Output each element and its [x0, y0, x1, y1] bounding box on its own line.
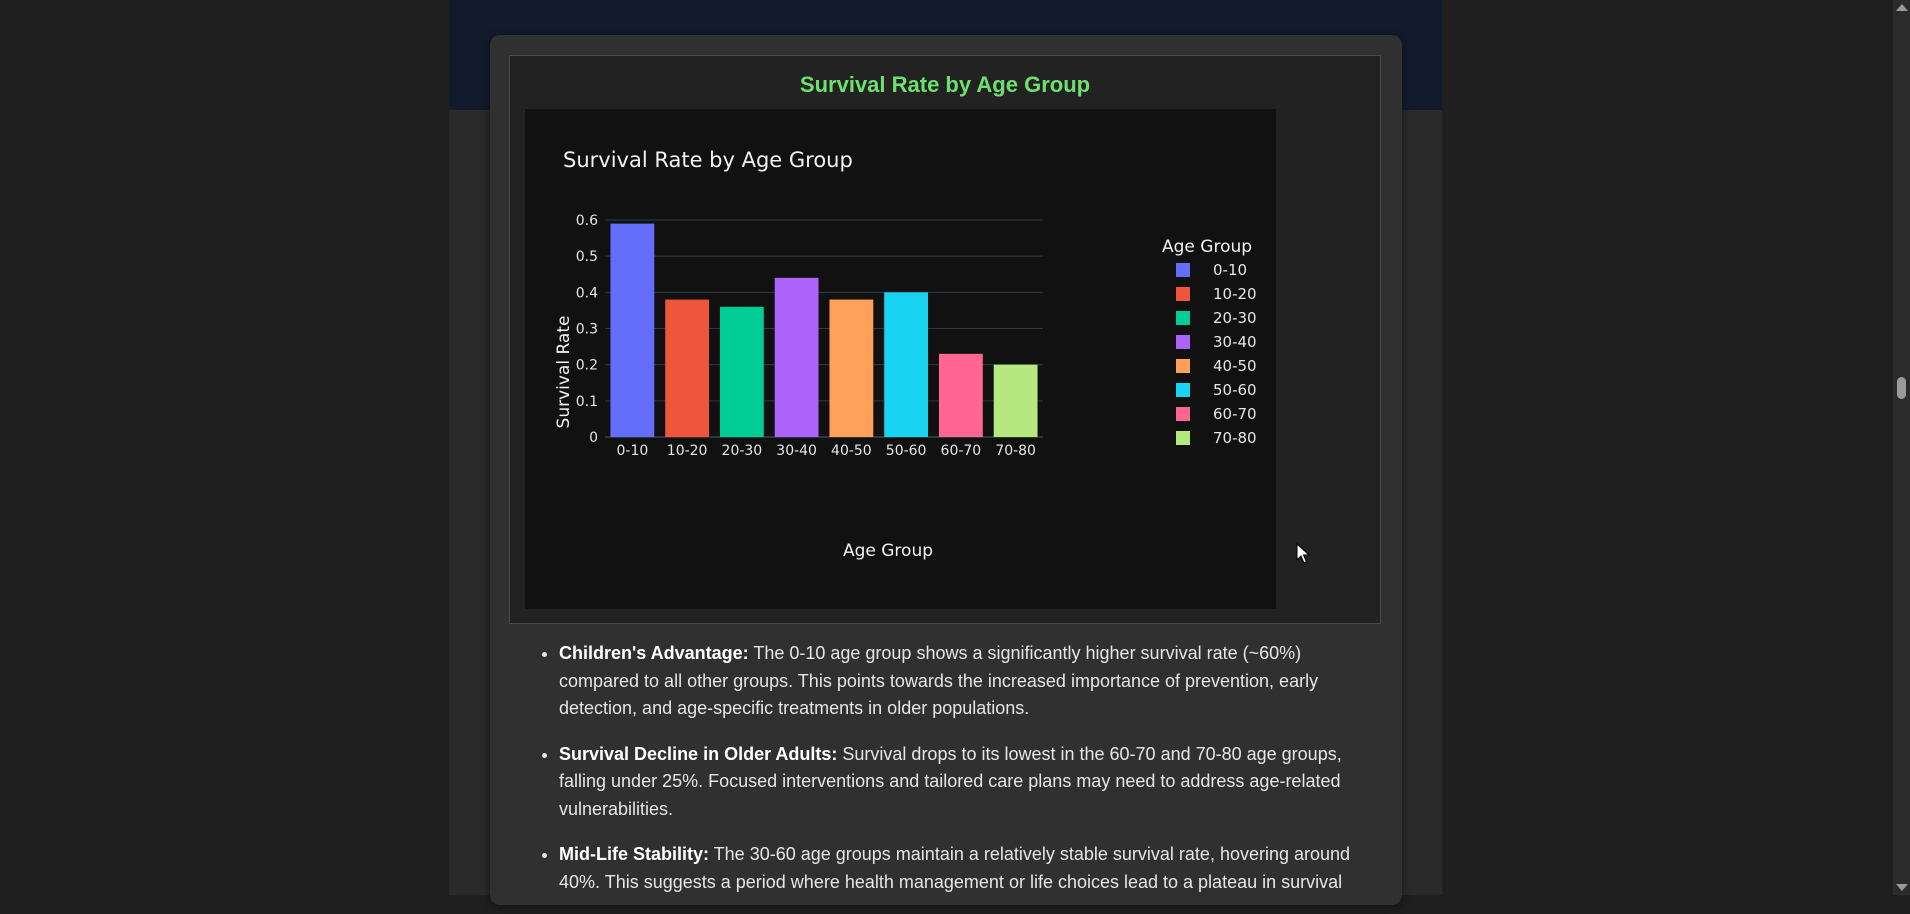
- legend-swatch[interactable]: [1176, 335, 1190, 349]
- scrollbar[interactable]: [1893, 0, 1910, 895]
- legend-item-label[interactable]: 60-70: [1213, 405, 1257, 423]
- insight-title: Mid-Life Stability:: [559, 844, 709, 864]
- x-axis-ticks: 0-10 10-20 20-30 30-40 40-50 50-60 60-70 70-80: [616, 443, 1035, 459]
- bars[interactable]: [610, 223, 1038, 437]
- y-axis-ticks: 0 0.1 0.2 0.3 0.4 0.5 0.6: [576, 213, 598, 446]
- x-tick-label: 50-60: [886, 443, 927, 459]
- bar-20-30[interactable]: [719, 306, 764, 437]
- legend-swatch[interactable]: [1176, 287, 1190, 301]
- bar-50-60[interactable]: [884, 292, 929, 437]
- x-tick-label: 0-10: [616, 443, 648, 459]
- legend-swatch[interactable]: [1176, 431, 1190, 445]
- legend-item-label[interactable]: 40-50: [1213, 357, 1257, 375]
- legend-swatch[interactable]: [1176, 311, 1190, 325]
- y-tick-label: 0.6: [576, 213, 598, 229]
- legend-item-label[interactable]: 20-30: [1213, 309, 1257, 327]
- scroll-up-arrow-icon[interactable]: [1896, 4, 1908, 11]
- bar-60-70[interactable]: [938, 353, 983, 437]
- legend-swatch[interactable]: [1176, 359, 1190, 373]
- bar-40-50[interactable]: [829, 299, 874, 437]
- insight-title: Survival Decline in Older Adults:: [559, 743, 838, 764]
- x-tick-label: 30-40: [776, 443, 817, 459]
- legend-item-label[interactable]: 10-20: [1213, 285, 1257, 303]
- chart-title: Survival Rate by Age Group: [563, 148, 853, 172]
- x-tick-label: 60-70: [941, 443, 982, 459]
- scroll-down-arrow-icon[interactable]: [1896, 884, 1908, 891]
- bar-30-40[interactable]: [774, 277, 819, 437]
- bar-10-20[interactable]: [665, 299, 710, 437]
- insight-item: Survival Decline in Older Adults: Surviv…: [559, 741, 1384, 824]
- x-tick-label: 20-30: [722, 443, 763, 459]
- x-axis-label: Age Group: [843, 541, 933, 561]
- y-tick-label: 0.4: [576, 285, 598, 301]
- y-axis-label: Survival Rate: [554, 316, 574, 429]
- insight-item: Mid-Life Stability: The 30-60 age groups…: [559, 841, 1384, 896]
- bar-0-10[interactable]: [610, 223, 655, 437]
- legend-title: Age Group: [1162, 237, 1252, 257]
- x-tick-label: 10-20: [667, 443, 708, 459]
- legend-swatch[interactable]: [1176, 383, 1190, 397]
- x-tick-label: 40-50: [831, 443, 872, 459]
- y-tick-label: 0.2: [576, 358, 598, 374]
- chart-panel: Survival Rate by Age Group Survival Rate…: [509, 55, 1381, 624]
- plot-area[interactable]: Survival Rate by Age Group 0 0.1 0.2 0.3 0.4…: [525, 109, 1276, 609]
- insights-list: Children's Advantage: The 0-10 age group…: [535, 640, 1384, 914]
- legend-item-label[interactable]: 30-40: [1213, 333, 1257, 351]
- legend-swatch[interactable]: [1176, 263, 1190, 277]
- insight-title: Children's Advantage:: [559, 643, 749, 663]
- y-tick-label: 0: [589, 430, 598, 446]
- legend-item-label[interactable]: 0-10: [1213, 261, 1247, 279]
- bar-chart[interactable]: Survival Rate by Age Group 0 0.1 0.2 0.3 0.4…: [525, 109, 1276, 609]
- mouse-cursor-icon: [1296, 543, 1310, 564]
- legend-swatch[interactable]: [1176, 407, 1190, 421]
- scroll-thumb[interactable]: [1897, 377, 1906, 399]
- x-tick-label: 70-80: [995, 443, 1036, 459]
- bar-70-80[interactable]: [993, 364, 1038, 437]
- legend[interactable]: Age Group 0-10 10-20 20-30 30-40 40-50 50-60 6…: [1162, 237, 1257, 447]
- y-tick-label: 0.3: [576, 322, 598, 338]
- y-tick-label: 0.5: [576, 249, 598, 265]
- legend-item-label[interactable]: 50-60: [1213, 381, 1257, 399]
- chart-card-title: Survival Rate by Age Group: [799, 72, 1091, 97]
- insight-text: The 30-60 age groups maintain a relative…: [559, 844, 1351, 892]
- legend-item-label[interactable]: 70-80: [1213, 429, 1257, 447]
- y-tick-label: 0.1: [576, 394, 598, 410]
- insight-text: The 0-10 age group shows a significantly…: [559, 643, 1319, 718]
- insight-item: Children's Advantage: The 0-10 age group…: [559, 640, 1384, 723]
- insight-text: Survival drops to its lowest in the 60-7…: [559, 743, 1342, 819]
